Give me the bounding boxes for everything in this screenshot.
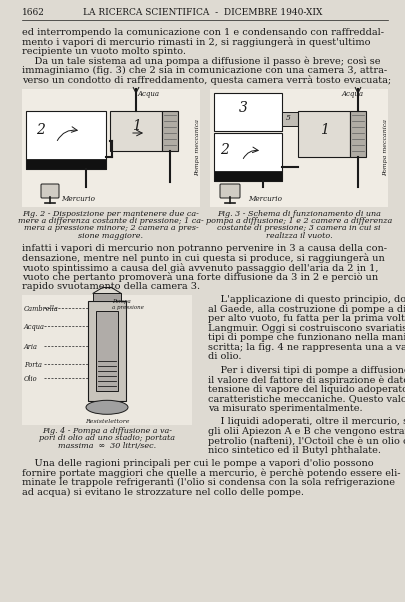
Text: Acqua: Acqua xyxy=(24,323,45,331)
Text: ed interrompendo la comunicazione con 1 e condensando con raffreddal-: ed interrompendo la comunicazione con 1 … xyxy=(22,28,383,37)
Text: Pompa meccanica: Pompa meccanica xyxy=(195,120,200,176)
Text: Langmuir. Oggi si costruiscono svariatissimi: Langmuir. Oggi si costruiscono svariatis… xyxy=(207,324,405,333)
Ellipse shape xyxy=(86,400,128,414)
Text: petrolio (nafteni), l'Octoil che è un olio orga-: petrolio (nafteni), l'Octoil che è un ol… xyxy=(207,436,405,446)
Bar xyxy=(26,159,106,169)
Text: Olio: Olio xyxy=(24,375,38,383)
Text: Fig. 2 - Disposizione per mantenere due ca-: Fig. 2 - Disposizione per mantenere due … xyxy=(23,210,199,218)
Text: Fig. 4 - Pompa a diffusione a va-: Fig. 4 - Pompa a diffusione a va- xyxy=(42,427,172,435)
Text: sione maggiore.: sione maggiore. xyxy=(78,232,143,240)
Text: Da un tale sistema ad una pompa a diffusione il passo è breve; così se: Da un tale sistema ad una pompa a diffus… xyxy=(22,57,379,66)
Text: densazione, mentre nel punto in cui questa si produce, si raggiungerà un: densazione, mentre nel punto in cui ques… xyxy=(22,253,384,263)
Text: tipi di pompe che funzionano nella maniera de-: tipi di pompe che funzionano nella manie… xyxy=(207,334,405,343)
Text: Pompa
a pressione: Pompa a pressione xyxy=(112,299,143,311)
FancyBboxPatch shape xyxy=(41,184,59,198)
Bar xyxy=(162,111,177,151)
Bar xyxy=(209,89,387,207)
Text: Porta: Porta xyxy=(24,361,42,369)
Bar xyxy=(22,89,200,207)
Text: Acqua: Acqua xyxy=(138,90,160,98)
Bar xyxy=(93,293,121,301)
Text: 1: 1 xyxy=(319,123,328,137)
Text: va misurato sperimentalmente.: va misurato sperimentalmente. xyxy=(207,404,362,413)
Text: Resistelettore: Resistelettore xyxy=(85,420,129,424)
Text: il valore del fattore di aspirazione è dato dalla: il valore del fattore di aspirazione è d… xyxy=(207,375,405,385)
Text: mento i vapori di mercurio rimasti in 2, si raggiungerà in quest'ultimo: mento i vapori di mercurio rimasti in 2,… xyxy=(22,37,370,48)
Text: Mercurio: Mercurio xyxy=(247,195,281,203)
Text: 1: 1 xyxy=(132,119,141,133)
Text: per alto vuoto, fu fatta per la prima volta dal: per alto vuoto, fu fatta per la prima vo… xyxy=(207,314,405,323)
Text: Acqua: Acqua xyxy=(341,90,363,98)
Text: minate le trappole refrigeranti (l'olio si condensa con la sola refrigerazione: minate le trappole refrigeranti (l'olio … xyxy=(22,479,394,488)
Text: LA RICERCA SCIENTIFICA  -  DICEMBRE 1940-XIX: LA RICERCA SCIENTIFICA - DICEMBRE 1940-X… xyxy=(83,8,322,17)
Text: fornire portate maggiori che quelle a mercurio, è perchè potendo essere eli-: fornire portate maggiori che quelle a me… xyxy=(22,469,399,479)
Bar xyxy=(22,296,192,425)
Text: 1662: 1662 xyxy=(22,8,45,17)
Text: 3: 3 xyxy=(239,101,247,115)
Text: Pompa meccanica: Pompa meccanica xyxy=(383,120,388,176)
Text: vuoto spintissimo a causa del già avvenuto passaggio dell'aria da 2 in 1,: vuoto spintissimo a causa del già avvenu… xyxy=(22,263,377,273)
Text: I liquidi adoperati, oltre il mercurio, sono: I liquidi adoperati, oltre il mercurio, … xyxy=(207,417,405,426)
Text: verso un condotto di raffreddamento, questa camera verrà tosto evacuata;: verso un condotto di raffreddamento, que… xyxy=(22,75,390,85)
Text: realizza il vuoto.: realizza il vuoto. xyxy=(265,232,332,240)
Bar xyxy=(213,171,281,181)
Text: costante di pressione; 3 camera in cui si: costante di pressione; 3 camera in cui s… xyxy=(217,225,380,232)
Text: recipiente un vuoto molto spinto.: recipiente un vuoto molto spinto. xyxy=(22,47,185,56)
Text: massima  ∞  30 litri/sec.: massima ∞ 30 litri/sec. xyxy=(58,442,156,450)
Bar xyxy=(349,111,365,157)
Text: Mercurio: Mercurio xyxy=(61,195,95,203)
Bar xyxy=(110,111,162,151)
Text: rapido svuotamento della camera 3.: rapido svuotamento della camera 3. xyxy=(22,282,200,291)
Text: 2: 2 xyxy=(220,143,228,157)
Bar xyxy=(213,93,281,131)
Bar xyxy=(281,112,297,126)
Text: nico sintetico ed il Butyl phthalate.: nico sintetico ed il Butyl phthalate. xyxy=(207,446,380,455)
Text: gli olii Apiezon A e B che vengono estratti dal: gli olii Apiezon A e B che vengono estra… xyxy=(207,427,405,436)
Text: scritta; la fig. 4 ne rappresenta una a vapori: scritta; la fig. 4 ne rappresenta una a … xyxy=(207,343,405,352)
Text: Aria: Aria xyxy=(24,343,38,352)
Text: 5: 5 xyxy=(285,114,290,122)
Bar xyxy=(88,301,126,402)
Text: Per i diversi tipi di pompe a diffusione,: Per i diversi tipi di pompe a diffusione… xyxy=(207,366,405,375)
Text: di olio.: di olio. xyxy=(207,352,241,361)
Text: pori di olio ad uno stadio; portata: pori di olio ad uno stadio; portata xyxy=(39,435,175,442)
Text: al Gaede, alla costruzione di pompe a diffusione: al Gaede, alla costruzione di pompe a di… xyxy=(207,305,405,314)
Text: Cambrella: Cambrella xyxy=(24,305,59,313)
Text: mere a differenza costante di pressione; 1 ca-: mere a differenza costante di pressione;… xyxy=(18,217,203,225)
Text: vuoto che pertanto promoverà una forte diffusione da 3 in 2 e perciò un: vuoto che pertanto promoverà una forte d… xyxy=(22,272,377,282)
Text: immaginiamo (fig. 3) che 2 sia in comunicazione con una camera 3, attra-: immaginiamo (fig. 3) che 2 sia in comuni… xyxy=(22,66,386,75)
Text: L'applicazione di questo principio, dovuto: L'applicazione di questo principio, dovu… xyxy=(207,296,405,304)
Text: ad acqua) si evitano le strozzature nel collo delle pompe.: ad acqua) si evitano le strozzature nel … xyxy=(22,488,303,497)
Text: Fig. 3 - Schema di funzionamento di una: Fig. 3 - Schema di funzionamento di una xyxy=(217,210,380,218)
Text: Una delle ragioni principali per cui le pompe a vapori d'olio possono: Una delle ragioni principali per cui le … xyxy=(22,459,373,468)
Text: caratteristiche meccaniche. Questo valore però: caratteristiche meccaniche. Questo valor… xyxy=(207,394,405,404)
Text: infatti i vapori di mercurio non potranno pervenire in 3 a causa della con-: infatti i vapori di mercurio non potrann… xyxy=(22,244,386,253)
Bar xyxy=(96,311,118,391)
Bar xyxy=(213,133,281,181)
Text: mera a pressione minore; 2 camera a pres-: mera a pressione minore; 2 camera a pres… xyxy=(23,225,198,232)
Text: pompa a diffusione; 1 e 2 camere a differenza: pompa a diffusione; 1 e 2 camere a diffe… xyxy=(205,217,391,225)
Text: 2: 2 xyxy=(36,123,45,137)
FancyBboxPatch shape xyxy=(220,184,239,198)
Bar xyxy=(26,111,106,169)
Text: tensione di vapore del liquido adoperato e dalle: tensione di vapore del liquido adoperato… xyxy=(207,385,405,394)
Bar xyxy=(297,111,349,157)
